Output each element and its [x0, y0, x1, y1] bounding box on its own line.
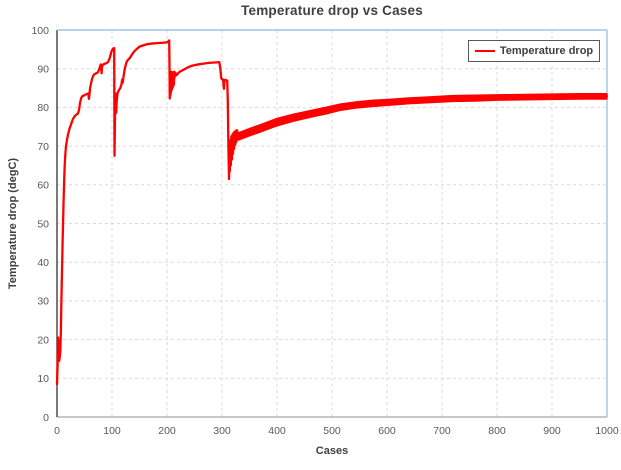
legend-label: Temperature drop	[499, 45, 594, 57]
legend: Temperature drop	[468, 40, 600, 62]
y-tick-label: 80	[37, 102, 49, 114]
x-tick-label: 300	[213, 425, 231, 437]
y-tick-label: 100	[31, 25, 49, 37]
y-tick-label: 90	[37, 64, 49, 76]
y-tick-label: 70	[37, 141, 49, 153]
series-band	[238, 92, 608, 142]
y-tick-label: 20	[37, 334, 49, 346]
x-tick-label: 200	[158, 425, 176, 437]
y-tick-label: 0	[43, 412, 49, 424]
temperature-drop-line	[55, 39, 609, 386]
legend-line-sample	[474, 50, 495, 52]
x-axis-title: Cases	[315, 445, 349, 457]
x-tick-label: 600	[378, 425, 396, 437]
y-tick-label: 40	[37, 257, 49, 269]
y-tick-label: 60	[37, 180, 49, 192]
x-tick-label: 800	[488, 425, 506, 437]
x-tick-label: 400	[268, 425, 286, 437]
y-axis-title: Temperature drop (degC)	[7, 157, 19, 290]
x-tick-label: 100	[103, 425, 121, 437]
x-tick-label: 1000	[595, 425, 619, 437]
y-tick-label: 30	[37, 296, 49, 308]
x-tick-label: 700	[433, 425, 451, 437]
x-tick-label: 500	[323, 425, 341, 437]
x-tick-label: 0	[54, 425, 60, 437]
y-tick-label: 10	[37, 373, 49, 385]
x-tick-label: 900	[543, 425, 561, 437]
y-tick-label: 50	[37, 218, 49, 230]
chart-title: Temperature drop vs Cases	[241, 3, 423, 18]
